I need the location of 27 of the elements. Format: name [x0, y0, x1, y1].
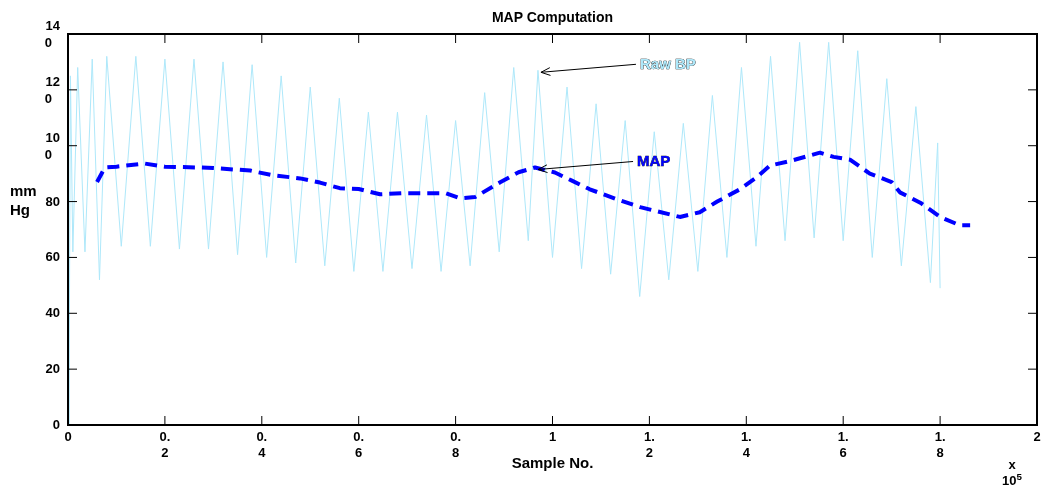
series-label: Raw BP — [639, 55, 696, 73]
y-tick-label: 0 — [52, 417, 60, 432]
y-tick-label: 20 — [45, 361, 60, 377]
line-series — [68, 41, 941, 426]
x-tick-label: 1. 8 — [934, 429, 946, 460]
x-tick-label: 2 — [1033, 429, 1041, 444]
x-tick-label: 1. 4 — [740, 429, 752, 460]
y-tick-label: 10 0 — [44, 129, 60, 162]
x-tick-label: 1. 2 — [643, 429, 655, 460]
y-tick-label: 14 0 — [44, 18, 61, 50]
text: MAP — [637, 152, 671, 170]
y-tick-label: 60 — [45, 249, 60, 265]
line-series — [95, 150, 973, 228]
y-tick-label: 80 — [45, 193, 60, 209]
chart-title: MAP Computation — [491, 9, 614, 25]
x-tick-label: 0. 2 — [159, 429, 171, 460]
x-tick-label: 0 — [64, 429, 72, 444]
x-tick-label: 1. 6 — [837, 429, 849, 460]
x-tick-label: 0. 4 — [256, 429, 268, 460]
y-axis-title: mm Hg — [10, 182, 37, 218]
x-tick-label: 0. 6 — [353, 429, 365, 460]
text: x 10$^{5}$ — [1002, 457, 1023, 488]
x-tick-label: 0. 8 — [450, 429, 462, 460]
x-axis-title: Sample No. — [511, 454, 594, 471]
y-tick-label: 40 — [45, 305, 60, 321]
x-tick-label: 1 — [548, 429, 557, 444]
y-tick-label: 12 0 — [44, 73, 60, 106]
